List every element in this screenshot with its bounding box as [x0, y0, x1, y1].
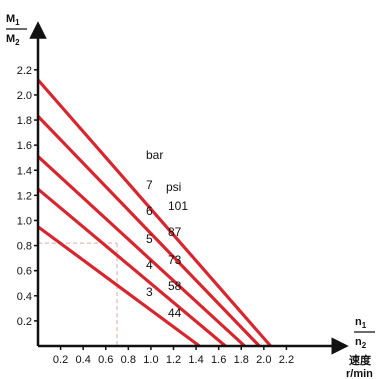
y-tick-label: 1.4: [17, 165, 32, 177]
svg-text:M2: M2: [6, 33, 20, 47]
bar-header: bar: [146, 148, 163, 162]
x-tick-label: 1.6: [211, 354, 226, 366]
series-lines: [36, 78, 272, 348]
psi-value-label: 73: [168, 253, 182, 267]
x-title-den: n: [355, 336, 362, 348]
x-title-unit-cn: 速度: [349, 353, 372, 367]
series-line-5-bar: [36, 155, 246, 348]
y-title-num: M: [6, 13, 15, 25]
svg-text:n2: n2: [355, 336, 367, 350]
psi-value-label: 44: [168, 306, 182, 320]
series-line-6-bar: [36, 115, 261, 348]
y-tick-label: 0.2: [17, 316, 32, 328]
psi-value-label: 101: [168, 199, 188, 213]
bar-value-label: 7: [146, 178, 153, 192]
y-title-num-sub: 1: [15, 18, 20, 27]
y-tick-label: 1.2: [17, 190, 32, 202]
y-tick-label: 1.8: [17, 115, 32, 127]
x-title-unit: r/min: [346, 368, 373, 379]
x-tick-label: 2.2: [279, 354, 294, 366]
y-title-den-sub: 2: [15, 38, 20, 47]
x-tick-label: 0.2: [53, 354, 68, 366]
reference-guides: [38, 242, 118, 346]
y-tick-label: 0.4: [17, 291, 32, 303]
x-axis-title: n1 n2 速度 r/min: [346, 316, 375, 379]
x-tick-label: 1.0: [143, 354, 158, 366]
bar-value-label: 6: [146, 204, 153, 218]
x-title-den-sub: 2: [362, 341, 367, 350]
y-tick-label: 0.6: [17, 266, 32, 278]
y-tick-label: 0.8: [17, 241, 32, 253]
x-tick-label: 0.6: [98, 354, 113, 366]
psi-value-label: 58: [168, 279, 182, 293]
y-ticks: 0.2 0.4 0.6 0.8 1.0 1.2 1.4 1.6 1.8 2.0 2.2: [17, 65, 38, 328]
psi-header: psi: [166, 180, 181, 194]
x-tick-label: 0.8: [121, 354, 136, 366]
x-tick-label: 1.4: [188, 354, 203, 366]
series-line-4-bar: [36, 187, 227, 348]
x-ticks: 0.2 0.4 0.6 0.8 1.0 1.2 1.4 1.6 1.8 2.0 2.2: [53, 346, 294, 366]
bar-value-label: 3: [146, 285, 153, 299]
y-axis-title: M1 M2: [6, 13, 27, 47]
x-tick-label: 2.0: [256, 354, 271, 366]
series-line-3-bar: [37, 225, 201, 348]
series-line-7-bar: [36, 78, 272, 348]
y-tick-label: 2.0: [17, 90, 32, 102]
psi-value-label: 87: [168, 225, 182, 239]
svg-text:M1: M1: [6, 13, 20, 27]
x-title-num: n: [355, 316, 362, 328]
x-tick-label: 0.4: [76, 354, 91, 366]
y-tick-label: 1.6: [17, 140, 32, 152]
x-tick-label: 1.8: [234, 354, 249, 366]
svg-text:n1: n1: [355, 316, 367, 330]
x-title-num-sub: 1: [362, 321, 367, 330]
x-tick-label: 1.2: [166, 354, 181, 366]
y-tick-label: 1.0: [17, 215, 32, 227]
bar-value-label: 4: [146, 258, 153, 272]
y-title-den: M: [6, 33, 15, 45]
bar-value-label: 5: [146, 232, 153, 246]
y-tick-label: 2.2: [17, 65, 32, 77]
